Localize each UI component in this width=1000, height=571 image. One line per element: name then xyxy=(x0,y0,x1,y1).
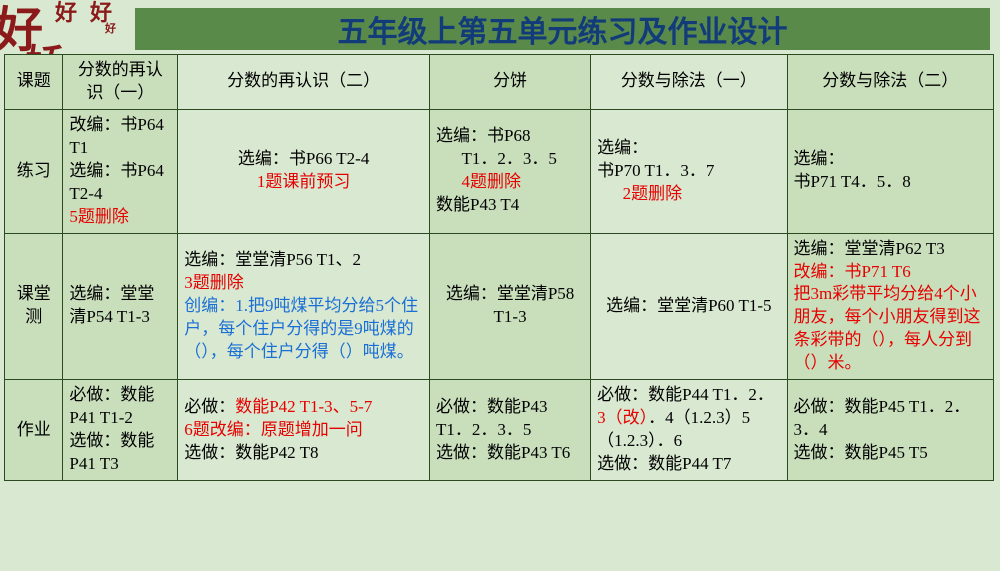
text-red: 改编：书P71 T6 xyxy=(794,262,911,281)
cell-r3c3: 必做：数能P43 T1．2．3．5 选做：数能P43 T6 xyxy=(430,380,591,481)
page-title: 五年级上第五单元练习及作业设计 xyxy=(338,7,788,51)
text: 必做：数能P44 T1．2． xyxy=(597,385,774,404)
header-row: 课题 分数的再认识（一） 分数的再认识（二） 分饼 分数与除法（一） 分数与除法… xyxy=(5,55,994,110)
deco-char: 好 xyxy=(105,20,116,36)
main-table: 课题 分数的再认识（一） 分数的再认识（二） 分饼 分数与除法（一） 分数与除法… xyxy=(4,54,994,481)
cell-r2c1: 选编：堂堂清P54 T1-3 xyxy=(63,233,178,380)
header-rowhead: 课题 xyxy=(5,55,63,110)
text-red: 5题删除 xyxy=(69,207,129,226)
cell-r1c5: 选编： 书P71 T4．5．8 xyxy=(787,109,994,233)
row-homework: 作业 必做：数能P41 T1-2 选做：数能P41 T3 必做：数能P42 T1… xyxy=(5,380,994,481)
text: 书P71 T4．5．8 xyxy=(794,172,911,191)
corner-decoration: 好 好 好 好 娇 xyxy=(0,0,125,60)
cell-r3c5: 必做：数能P45 T1．2．3．4 选做：数能P45 T5 xyxy=(787,380,994,481)
cell-r1c3: 选编：书P68 T1．2．3．5 4题删除 数能P43 T4 xyxy=(430,109,591,233)
text: 选编： xyxy=(597,138,648,157)
text: 选编：堂堂清P62 T3 xyxy=(794,239,945,258)
text: 数能P43 T4 xyxy=(436,195,519,214)
text: 选做：数能P45 T5 xyxy=(794,443,928,462)
text-red: 3（改） xyxy=(597,408,648,427)
rowlabel-classtest: 课堂测 xyxy=(5,233,63,380)
text: 选编：堂堂清P60 T1-5 xyxy=(606,296,771,315)
cell-r2c2: 选编：堂堂清P56 T1、2 3题删除 创编：1.把9吨煤平均分给5个住户，每个… xyxy=(178,233,430,380)
text: 选做：数能P43 T6 xyxy=(436,443,570,462)
header-col4: 分数与除法（一） xyxy=(591,55,787,110)
text: 必做： xyxy=(184,397,235,416)
text-red: 3题删除 xyxy=(184,273,244,292)
row-practice: 练习 改编：书P64 T1 选编：书P64 T2-4 5题删除 选编：书P66 … xyxy=(5,109,994,233)
cell-r3c2: 必做：数能P42 T1-3、5-7 6题改编：原题增加一问 选做：数能P42 T… xyxy=(178,380,430,481)
text-red: 6题改编：原题增加一问 xyxy=(184,420,363,439)
text-red: 把3m彩带平均分给4个小朋友，每个小朋友得到这条彩带的（），每人分到（）米。 xyxy=(794,284,981,372)
text: 选编：书P66 T2-4 xyxy=(238,149,369,168)
text: T1．2．3．5 xyxy=(462,149,557,168)
text-red: 数能P42 T1-3、5-7 xyxy=(235,397,372,416)
cell-r2c4: 选编：堂堂清P60 T1-5 xyxy=(591,233,787,380)
cell-r1c1: 改编：书P64 T1 选编：书P64 T2-4 5题删除 xyxy=(63,109,178,233)
rowlabel-practice: 练习 xyxy=(5,109,63,233)
cell-r2c5: 选编：堂堂清P62 T3 改编：书P71 T6 把3m彩带平均分给4个小朋友，每… xyxy=(787,233,994,380)
rowlabel-homework: 作业 xyxy=(5,380,63,481)
text-red: 2题删除 xyxy=(623,184,683,203)
text: 选编：书P64 T2-4 xyxy=(69,161,163,203)
deco-char: 好 xyxy=(55,0,77,27)
header-col1: 分数的再认识（一） xyxy=(63,55,178,110)
text-blue: 创编：1.把9吨煤平均分给5个住户，每个住户分得的是9吨煤的（），每个住户分得（… xyxy=(184,296,418,361)
text: 必做：数能P45 T1．2．3．4 xyxy=(794,397,971,439)
text: 必做：数能P41 T1-2 xyxy=(69,385,154,427)
text: 选编：书P68 xyxy=(436,126,530,145)
cell-r3c1: 必做：数能P41 T1-2 选做：数能P41 T3 xyxy=(63,380,178,481)
header-col3: 分饼 xyxy=(430,55,591,110)
cell-r2c3: 选编：堂堂清P58 T1-3 xyxy=(430,233,591,380)
text: 选编：堂堂清P58 T1-3 xyxy=(446,284,574,326)
cell-r1c4: 选编： 书P70 T1．3．7 2题删除 xyxy=(591,109,787,233)
text: 改编：书P64 T1 xyxy=(69,115,163,157)
text: 书P70 T1．3．7 xyxy=(597,161,714,180)
cell-r1c2: 选编：书P66 T2-4 1题课前预习 xyxy=(178,109,430,233)
text: 选做：数能P41 T3 xyxy=(69,431,154,473)
text: 选做：数能P42 T8 xyxy=(184,443,318,462)
text-red: 1题课前预习 xyxy=(257,172,351,191)
text: 选编：堂堂清P54 T1-3 xyxy=(69,284,154,326)
text: 必做：数能P43 T1．2．3．5 xyxy=(436,397,547,439)
text: 选编：堂堂清P56 T1、2 xyxy=(184,250,361,269)
text: 选做：数能P44 T7 xyxy=(597,454,731,473)
header-col5: 分数与除法（二） xyxy=(787,55,994,110)
text-red: 4题删除 xyxy=(462,172,522,191)
header-col2: 分数的再认识（二） xyxy=(178,55,430,110)
text: 选编： xyxy=(794,149,845,168)
title-bar: 五年级上第五单元练习及作业设计 xyxy=(135,8,990,50)
row-classtest: 课堂测 选编：堂堂清P54 T1-3 选编：堂堂清P56 T1、2 3题删除 创… xyxy=(5,233,994,380)
cell-r3c4: 必做：数能P44 T1．2．3（改）．4（1.2.3）5（1.2.3）．6 选做… xyxy=(591,380,787,481)
